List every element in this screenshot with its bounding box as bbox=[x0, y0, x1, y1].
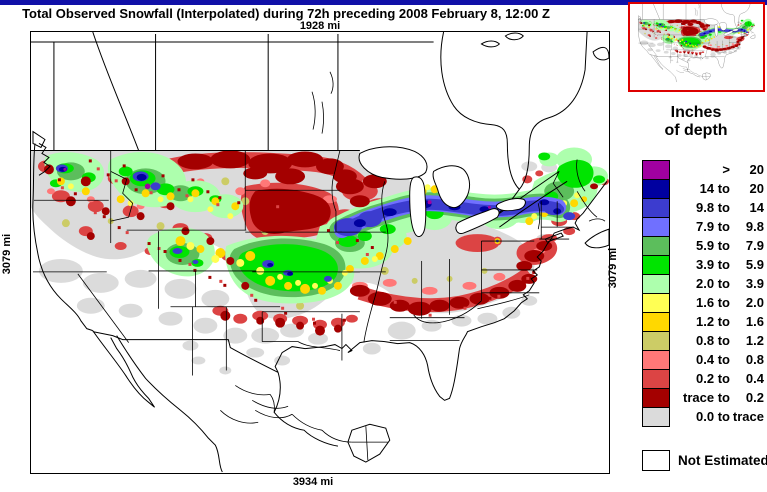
legend-row: trace to 0.2 bbox=[628, 387, 764, 408]
legend-range-to: 1.6 bbox=[745, 314, 764, 330]
legend-row: 0.2 to 0.4 bbox=[628, 368, 764, 389]
legend-row: 5.9 to 7.9 bbox=[628, 235, 764, 256]
legend-range-to: 20 bbox=[749, 162, 764, 178]
legend-row: 2.0 to 3.9 bbox=[628, 273, 764, 294]
legend-range-from: 7.9 to bbox=[696, 219, 730, 235]
legend-swatch bbox=[642, 159, 670, 180]
legend-row: 7.9 to 9.8 bbox=[628, 216, 764, 237]
legend-swatch bbox=[642, 235, 670, 256]
legend-range-from: 9.8 to bbox=[696, 200, 730, 216]
legend-not-estimated-row: Not Estimated bbox=[628, 449, 767, 471]
legend-swatch bbox=[642, 216, 670, 237]
legend-swatch bbox=[642, 349, 670, 370]
legend-row: 0.8 to 1.2 bbox=[628, 330, 764, 351]
legend-swatch bbox=[642, 330, 670, 351]
legend-entries: >20 14 to 20 9.8 to 14 7.9 to 9.8 5.9 to 7.9 3.9 … bbox=[628, 159, 764, 427]
legend-row: 1.6 to 2.0 bbox=[628, 292, 764, 313]
legend-range-to: 20 bbox=[749, 181, 764, 197]
scale-label-top: 1928 mi bbox=[299, 20, 341, 32]
not-estimated-label: Not Estimated bbox=[678, 452, 767, 468]
legend-swatch bbox=[642, 311, 670, 332]
legend-range-from: 0.2 to bbox=[696, 371, 730, 387]
legend-swatch bbox=[642, 292, 670, 313]
legend-range-from: trace to bbox=[683, 390, 730, 406]
legend-range-to: 1.2 bbox=[745, 333, 764, 349]
legend-row: >20 bbox=[628, 159, 764, 180]
scale-label-right: 3079 mi bbox=[607, 247, 619, 289]
legend-range-from: 1.2 to bbox=[696, 314, 730, 330]
legend: Inches of depth >20 14 to 20 9.8 to 14 7.9 to… bbox=[628, 104, 767, 471]
legend-range-from: 0.0 to bbox=[696, 409, 730, 425]
legend-range-to: 3.9 bbox=[745, 276, 764, 292]
overview-inset-svg bbox=[630, 4, 763, 90]
legend-range-to: 2.0 bbox=[745, 295, 764, 311]
legend-range-from: 1.6 to bbox=[696, 295, 730, 311]
legend-row: 3.9 to 5.9 bbox=[628, 254, 764, 275]
legend-range-to: 9.8 bbox=[745, 219, 764, 235]
legend-range-from: > bbox=[722, 162, 730, 178]
legend-swatch bbox=[642, 197, 670, 218]
legend-range-from: 2.0 to bbox=[696, 276, 730, 292]
legend-range-from: 5.9 to bbox=[696, 238, 730, 254]
main-map bbox=[30, 31, 610, 474]
legend-range-from: 0.8 to bbox=[696, 333, 730, 349]
legend-range-to: 0.8 bbox=[745, 352, 764, 368]
legend-row: 14 to 20 bbox=[628, 178, 764, 199]
legend-swatch bbox=[642, 178, 670, 199]
legend-row: 0.0 to trace bbox=[628, 406, 764, 427]
scale-label-bottom: 3934 mi bbox=[292, 476, 334, 488]
legend-range-from: 3.9 to bbox=[696, 257, 730, 273]
legend-swatch bbox=[642, 368, 670, 389]
legend-title: Inches of depth bbox=[664, 104, 728, 139]
legend-row: 1.2 to 1.6 bbox=[628, 311, 764, 332]
legend-range-from: 14 to bbox=[699, 181, 730, 197]
scale-label-left: 3079 mi bbox=[1, 233, 13, 275]
snowfall-map-svg bbox=[31, 32, 609, 473]
legend-swatch bbox=[642, 273, 670, 294]
legend-row: 9.8 to 14 bbox=[628, 197, 764, 218]
legend-range-to: 5.9 bbox=[745, 257, 764, 273]
legend-swatch bbox=[642, 254, 670, 275]
legend-range-to: 14 bbox=[749, 200, 764, 216]
legend-range-to: 0.2 bbox=[745, 390, 764, 406]
not-estimated-swatch bbox=[642, 449, 670, 471]
legend-swatch bbox=[642, 387, 670, 408]
legend-range-to: trace bbox=[732, 409, 764, 425]
legend-range-to: 7.9 bbox=[745, 238, 764, 254]
legend-row: 0.4 to 0.8 bbox=[628, 349, 764, 370]
page-title: Total Observed Snowfall (Interpolated) d… bbox=[22, 6, 550, 21]
legend-swatch bbox=[642, 406, 670, 427]
legend-range-from: 0.4 to bbox=[696, 352, 730, 368]
overview-inset-map bbox=[628, 2, 765, 92]
legend-range-to: 0.4 bbox=[745, 371, 764, 387]
top-bar bbox=[0, 0, 767, 5]
